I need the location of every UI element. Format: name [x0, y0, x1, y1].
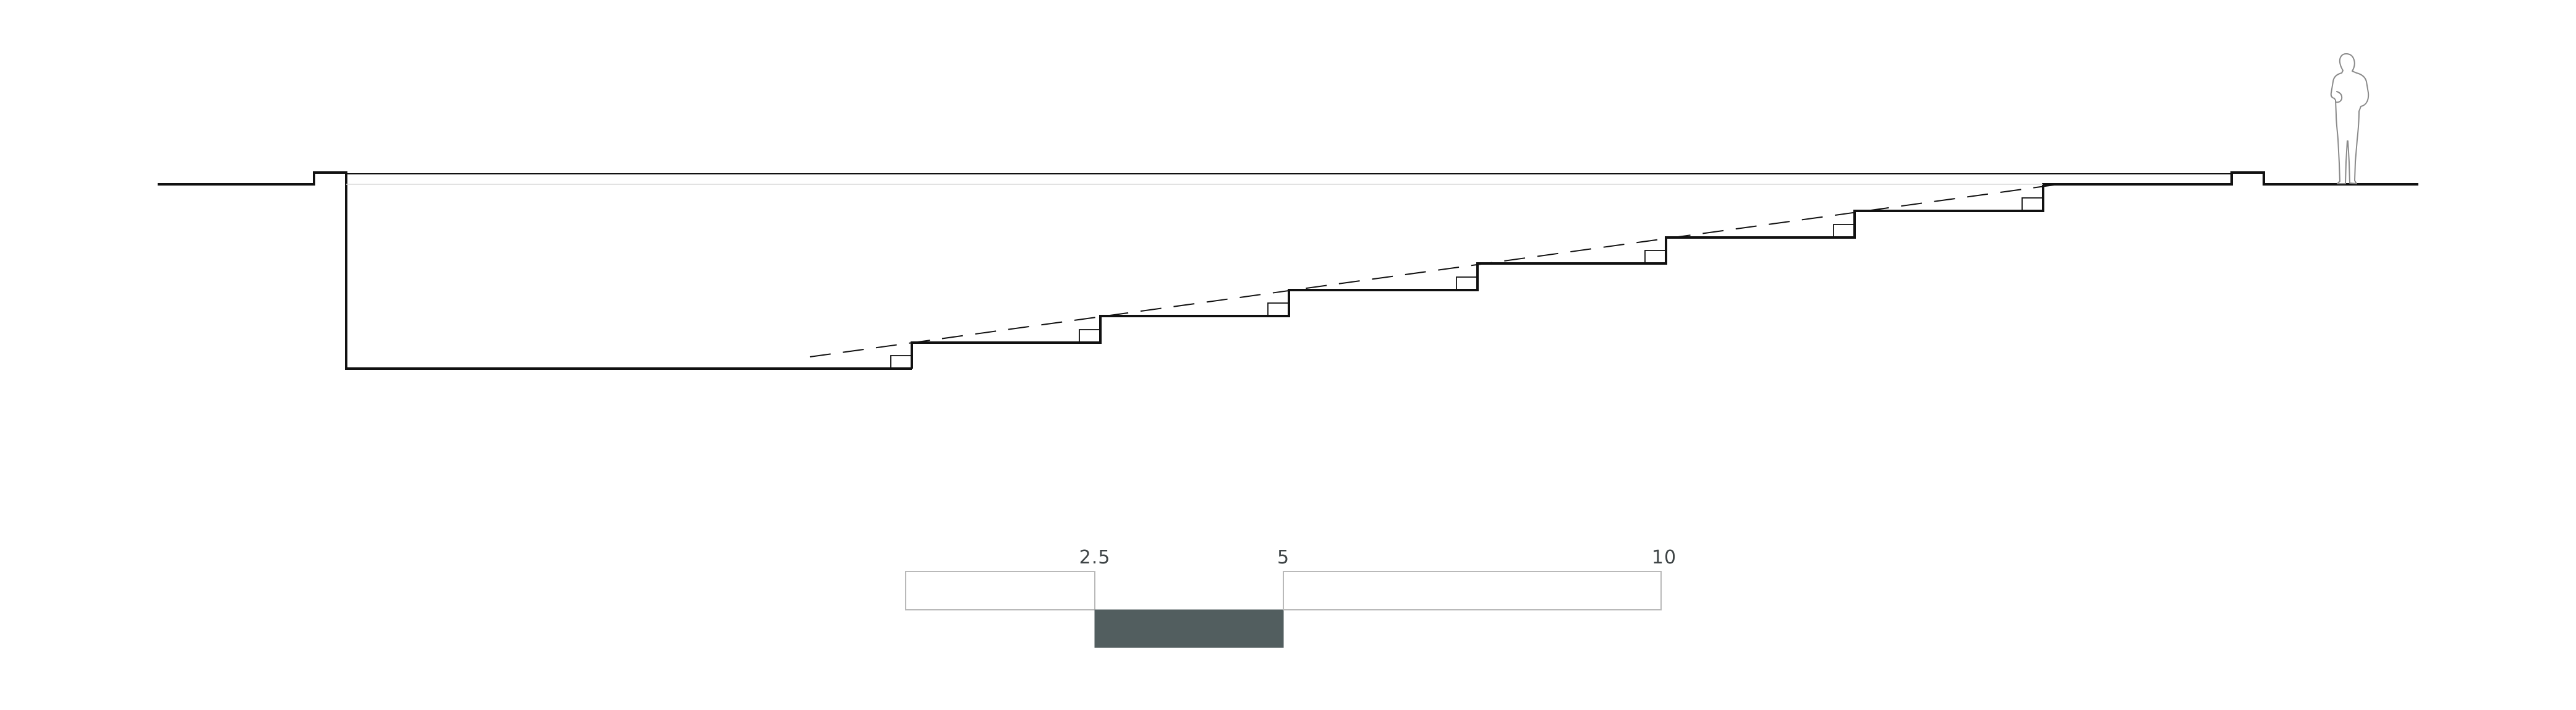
scale-label-2.5: 2.5 [1079, 547, 1111, 568]
scale-bar-segment-2.5-5 [1094, 609, 1284, 648]
scale-bar: 2.5 5 10 [905, 547, 1677, 648]
slope-dashed-line [809, 184, 2059, 357]
tread-marker [1644, 250, 1667, 264]
tread-marker [1833, 224, 1855, 238]
scale-label-10: 10 [1652, 547, 1677, 568]
scale-bar-segment-0-2.5 [905, 571, 1095, 610]
tread-marker [1456, 276, 1478, 291]
ground-and-pool-outline [158, 171, 2418, 370]
tread-marker [2021, 197, 2044, 212]
person-silhouette-icon [2330, 53, 2370, 184]
tread-marker [1267, 302, 1290, 317]
tread-markers [890, 197, 2044, 369]
scale-bar-segment-5-10 [1283, 571, 1662, 610]
tread-marker [1079, 329, 1101, 343]
tread-marker [890, 355, 912, 369]
stepped-seating [911, 171, 2418, 369]
left-ground-line [158, 171, 912, 370]
scale-label-5: 5 [1277, 547, 1290, 568]
